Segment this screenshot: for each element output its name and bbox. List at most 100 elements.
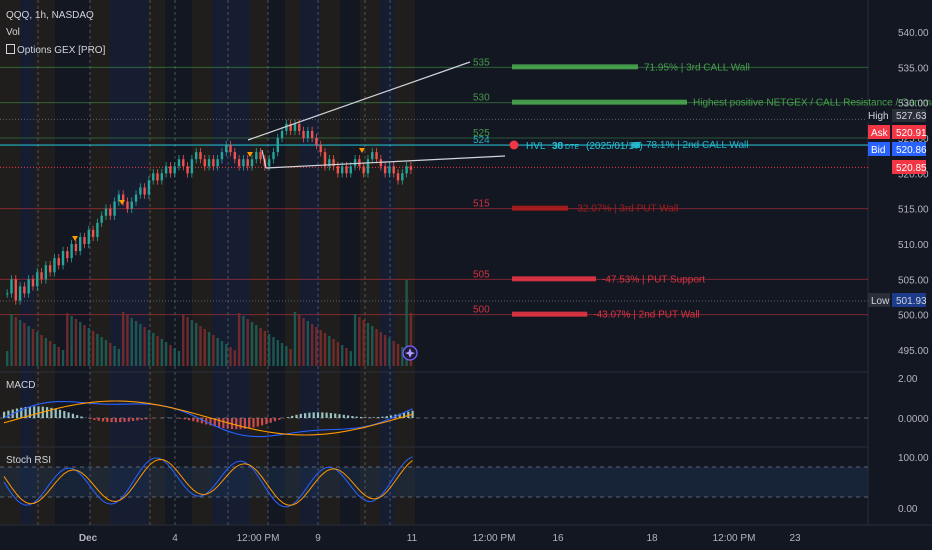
macd-histogram-bar [76,415,79,418]
upper-trendline[interactable] [247,61,471,141]
high-value: 527.63 [896,111,927,122]
gex-bars: 535 71.95% | 3rd CALL Wall 530 Highest posi… [473,57,932,320]
volume-bars [6,280,413,366]
macd-histogram-bar [149,418,152,419]
candle-body [207,159,211,167]
macd-histogram-bar [286,417,289,418]
candle-body [276,138,279,153]
macd-histogram-bar [114,418,117,423]
macd-histogram-bar [316,412,320,418]
volume-bar [190,320,194,366]
bid-value: 520.86 [896,145,927,156]
gex-level-label: 525 [473,128,490,139]
gex-bar [632,142,640,149]
symbol-legend[interactable]: QQQ, 1h, NASDAQ [6,10,94,21]
candle-body [164,166,168,174]
candle-body [233,152,237,160]
macd-histogram-bar [179,418,182,419]
time-axis[interactable]: Dec 4 12:00 PM 9 11 12:00 PM 16 18 12:00 PM 23 [79,533,801,544]
price-tick-label: 540.00 [898,28,929,39]
session-band [250,0,268,525]
macd-histogram-bar [235,418,238,430]
volume-bar [14,317,17,366]
sparkle-star-icon [405,348,415,358]
volume-bar [100,337,103,366]
volume-bar [233,350,237,366]
macd-histogram-bar [325,412,328,418]
candle-body [53,258,56,273]
macd-histogram-bar [329,413,332,418]
volume-bar [302,318,305,366]
macd-label[interactable]: MACD [6,380,36,391]
candle-body [74,244,78,252]
candle-body [66,251,69,259]
volume-bar [169,345,172,366]
volume-bar [40,335,43,366]
volume-bar [396,344,400,366]
volume-bar [203,329,206,366]
volume-bar [289,349,292,366]
candle-body [143,187,146,195]
candle-body [152,173,155,181]
assistant-button[interactable] [402,345,418,361]
trendlines[interactable] [247,61,506,169]
ask-value-badge [892,125,926,139]
macd-histogram-bar [140,418,143,420]
candle-body [190,159,194,174]
volume-bar [349,351,352,366]
macd-histogram-bar [71,413,74,418]
stoch-label[interactable]: Stoch RSI [6,455,52,466]
macd-histogram-bar [269,418,272,423]
volume-bar [182,314,185,366]
macd-histogram-bar [261,418,264,426]
candle-body [405,166,408,174]
indicator-label[interactable]: Options GEX [PRO] [17,45,106,56]
bid-value-badge [892,142,926,156]
macd-histogram-bar [243,418,246,429]
macd-line [3,400,413,438]
hvl-marker: HVL 38 DTE (2025/01/17) [509,140,643,152]
volume-bar [104,340,108,366]
gex-bar [512,311,588,317]
stoch-d-line [3,458,413,506]
candle-body [250,159,254,167]
candle-body [401,173,404,181]
time-tick-label: 11 [407,533,418,544]
low-value-badge [892,293,926,307]
macd-histogram-bar [338,414,341,418]
price-axis[interactable]: 540.00 535.00 530.00 525.00 520.00 515.00 510.… [898,28,929,515]
candle-body [14,279,17,301]
macd-histogram-bar [342,414,345,418]
gex-annotation: -32.07% | 3rd PUT Wall [574,204,678,215]
macd-histogram-bar [183,418,186,420]
vol-label[interactable]: Vol [6,27,20,38]
candle-body [160,173,164,181]
macd-histogram-bar [46,407,49,418]
macd-histogram-bar [364,417,367,418]
candle-body [10,279,13,294]
high-label: High [868,111,889,122]
vol-legend[interactable]: Vol [6,27,20,38]
macd-histogram-bar [385,416,388,418]
macd-histogram-bar [50,407,53,418]
price-candles[interactable] [6,119,413,305]
volume-bar [212,335,215,366]
macd-histogram-bar [368,417,371,418]
trendline-joint [261,149,267,169]
price-tick-label: 530.00 [898,99,929,110]
lower-trendline[interactable] [265,155,506,169]
candle-body [87,229,90,244]
indicator-legend[interactable]: Options GEX [PRO] [6,44,105,56]
time-tick-label: 12:00 PM [473,533,516,544]
gex-annotation: 78.1% | 2nd CALL Wall [646,140,748,151]
candle-body [285,123,288,131]
volume-bar [152,333,155,366]
macd-histogram-bar [28,406,31,418]
macd-histogram-bar [308,412,311,418]
signal-marker-icon [359,148,365,153]
macd-histogram-bar [398,413,401,418]
time-tick-label: 23 [789,533,801,544]
symbol-title[interactable]: QQQ, 1h, NASDAQ [6,10,94,21]
volume-bar [263,331,267,366]
